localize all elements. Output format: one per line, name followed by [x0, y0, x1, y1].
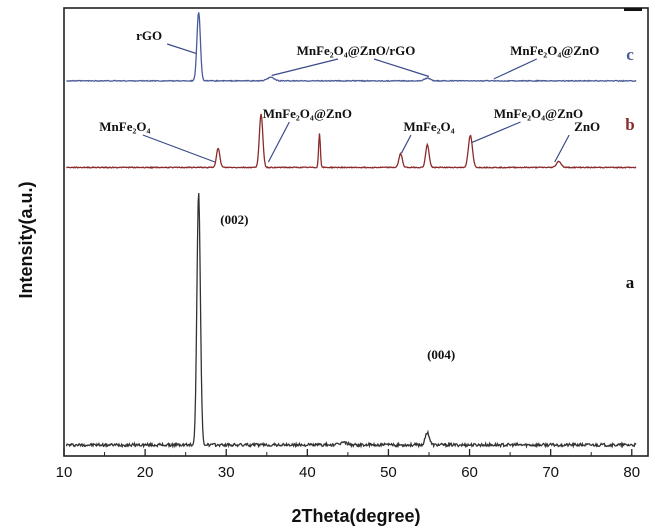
x-tick-label: 50	[380, 464, 397, 481]
x-tick-label: 10	[56, 464, 73, 481]
annotation-c-1: MnFe₂O₄@ZnO/rGO	[297, 43, 416, 58]
series-line-b	[66, 113, 637, 169]
annotation-pointer-b-1-0	[267, 121, 290, 163]
plot-frame	[63, 7, 649, 457]
annotation-pointer-c-0-0	[166, 43, 197, 55]
annotation-b-3: MnFe₂O₄@ZnO	[494, 106, 583, 121]
corner-mark	[624, 8, 642, 11]
annotation-c-2: MnFe₂O₄@ZnO	[510, 43, 599, 58]
annotation-pointer-b-0-0	[142, 134, 216, 163]
x-axis: 10 20 30 40 50 60 70 80	[56, 449, 640, 481]
series-line-c	[66, 12, 637, 83]
annotation-b-0: MnFe₂O₄	[99, 119, 150, 134]
annotation-b-2: MnFe₂O₄	[403, 119, 454, 134]
x-tick-label: 60	[461, 464, 478, 481]
panel-label-a: a	[626, 273, 635, 292]
panel-label-c: c	[626, 45, 634, 64]
annotation-pointer-b-3-0	[471, 121, 521, 143]
panel-label-b: b	[625, 115, 634, 134]
x-axis-label: 2Theta(degree)	[291, 506, 420, 526]
annotation-b-4: ZnO	[574, 119, 600, 134]
x-tick-label: 20	[137, 464, 154, 481]
annotation-pointer-c-1-0	[271, 58, 339, 77]
y-axis-label: Intensity(a.u.)	[16, 181, 36, 298]
annotation-a-0: (002)	[220, 212, 248, 227]
annotation-b-1: MnFe₂O₄@ZnO	[263, 106, 352, 121]
x-tick-label: 70	[542, 464, 559, 481]
series-line-a	[65, 193, 637, 449]
panels: c rGO MnFe₂O₄@ZnO/rGO MnFe₂O₄@ZnO b MnFe₂O₄ Mn…	[65, 12, 637, 449]
x-tick-label: 80	[623, 464, 640, 481]
annotation-pointer-b-4-0	[554, 134, 570, 163]
annotation-a-1: (004)	[427, 347, 455, 362]
x-tick-label: 30	[218, 464, 235, 481]
x-tick-label: 40	[299, 464, 316, 481]
annotation-pointer-b-2-0	[400, 134, 412, 154]
annotation-pointer-c-1-1	[373, 58, 430, 78]
annotation-c-0: rGO	[136, 28, 162, 43]
annotation-pointer-c-2-0	[493, 58, 537, 80]
